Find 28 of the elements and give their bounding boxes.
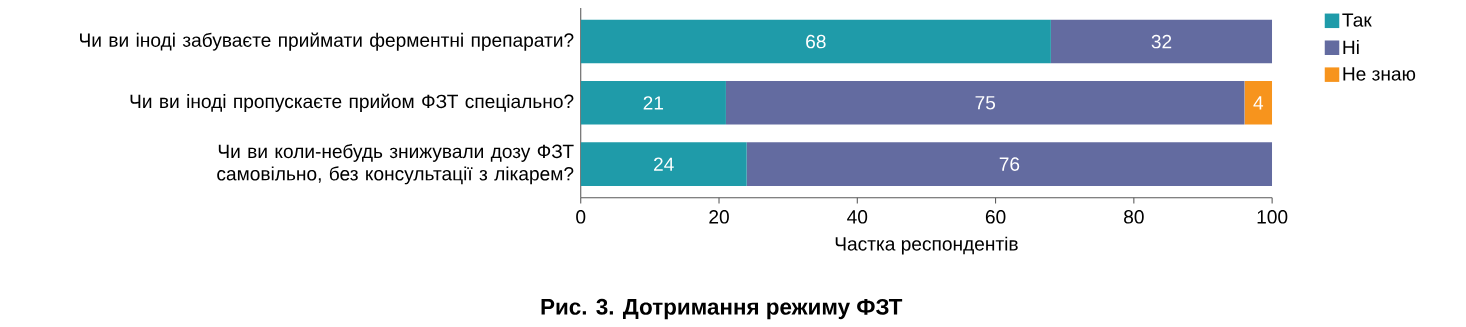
- data-label: 4: [1253, 96, 1264, 110]
- data-label: 76: [999, 157, 1020, 171]
- data-label: 24: [654, 157, 674, 171]
- data-label: 21: [643, 95, 664, 110]
- x-tick-label: 40: [847, 209, 868, 224]
- bar: [580, 80, 726, 125]
- bar: [725, 80, 1245, 125]
- data-label: 75: [975, 96, 996, 110]
- data-label: 32: [1151, 34, 1172, 49]
- y-tick-label: Чи ви іноді забуваєте приймати ферментні препарати?: [80, 32, 574, 51]
- x-tick-label: 60: [985, 209, 1006, 224]
- x-tick-label: 100: [1257, 209, 1288, 224]
- legend-label: Ні: [1343, 39, 1359, 54]
- x-axis-title: Частка респондентів: [835, 236, 1018, 255]
- bar: [746, 142, 1273, 186]
- x-tick-label: 0: [576, 209, 586, 224]
- legend-label: Так: [1342, 13, 1372, 27]
- bar: [1050, 19, 1273, 64]
- bar: [580, 142, 747, 186]
- text: Рис. 3. Дотримання режиму ФЗТ: [541, 298, 903, 319]
- y-tick-label: Чи ви коли-небудь знижували дозу ФЗТ самовільно, без консультації з лікарем?: [217, 143, 574, 185]
- x-tick-label: 80: [1124, 209, 1144, 224]
- x-tick-label: 20: [709, 209, 729, 224]
- y-tick-label: Чи ви іноді пропускаєте прийом ФЗТ спеціально?: [130, 93, 574, 112]
- data-label: 68: [806, 34, 826, 49]
- legend-label: Не знаю: [1343, 67, 1416, 81]
- bar: [580, 19, 1051, 64]
- bar: [1244, 80, 1273, 125]
